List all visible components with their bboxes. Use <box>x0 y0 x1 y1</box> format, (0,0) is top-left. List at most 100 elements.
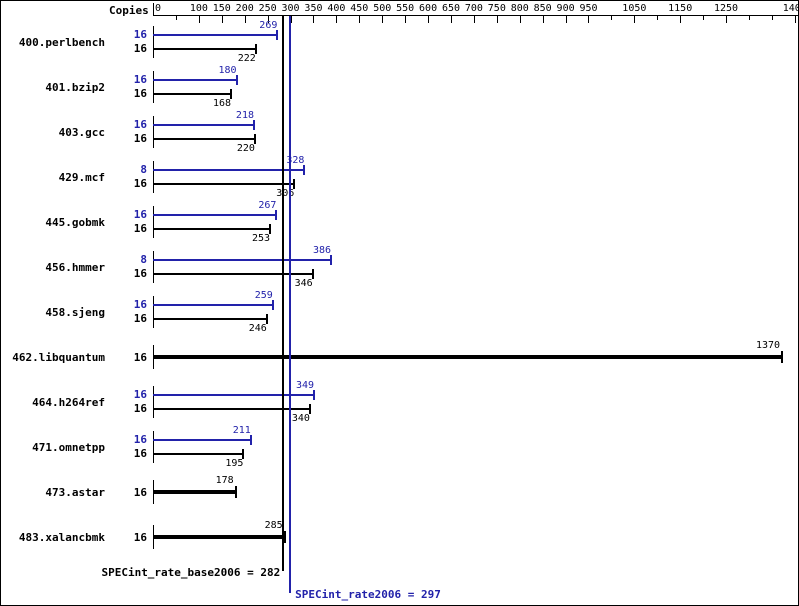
bar-merged <box>153 355 781 359</box>
axis-tick-label: 950 <box>579 3 598 14</box>
x-axis-line <box>153 15 798 16</box>
bar-peak-value-label: 328 <box>286 155 305 166</box>
bar-peak-value-label: 269 <box>259 20 278 31</box>
axis-tick-label: 100 <box>189 3 208 14</box>
bar-peak-value-label: 180 <box>218 65 237 76</box>
bar-merged <box>153 490 235 494</box>
bar-base <box>153 453 243 455</box>
copies-value-peak: 16 <box>133 298 147 311</box>
bar-base-value-label: 168 <box>213 98 232 109</box>
copies-value-base: 16 <box>133 447 147 460</box>
row-origin-tick <box>153 71 154 103</box>
bar-peak-value-label: 267 <box>258 200 277 211</box>
bar-peak-value-label: 211 <box>232 425 251 436</box>
axis-tick-mark <box>794 16 796 23</box>
bar-base <box>153 273 312 275</box>
bar-base <box>153 138 254 140</box>
bar-peak-cap <box>312 390 315 400</box>
row-origin-tick <box>153 206 154 238</box>
row-origin-tick <box>153 116 154 148</box>
reference-line-base <box>282 16 285 571</box>
bar-base-value-label: 246 <box>248 323 267 334</box>
bar-base-cap <box>253 134 256 144</box>
benchmark-name: 429.mcf <box>58 171 105 184</box>
bar-peak <box>153 439 250 441</box>
bar-peak-cap <box>303 165 306 175</box>
benchmark-name: 403.gcc <box>58 126 105 139</box>
bar-base <box>153 228 269 230</box>
bar-base-value-label: 195 <box>225 458 244 469</box>
axis-tick-label: 150 <box>212 3 231 14</box>
axis-tick-mark <box>221 16 223 23</box>
bar-value-label: 1370 <box>755 340 781 351</box>
copies-value-base: 16 <box>133 222 147 235</box>
bar-peak-cap <box>252 120 255 130</box>
copies-value-peak: 16 <box>133 73 147 86</box>
axis-tick-label: 500 <box>373 3 392 14</box>
axis-tick-mark <box>405 16 407 23</box>
copies-value-base: 16 <box>133 177 147 190</box>
axis-tick-mark <box>565 16 567 23</box>
axis-tick-mark <box>428 16 430 23</box>
axis-tick-label: 1050 <box>622 3 647 14</box>
axis-tick-mark <box>496 16 498 23</box>
copies-value-base: 16 <box>133 312 147 325</box>
axis-tick-mark <box>703 16 705 20</box>
bar-peak-cap <box>276 30 279 40</box>
axis-tick-label: 550 <box>396 3 415 14</box>
copies-value-peak: 16 <box>133 118 147 131</box>
row-origin-tick <box>153 431 154 463</box>
axis-tick-label: 750 <box>487 3 506 14</box>
bar-peak-value-label: 349 <box>295 380 315 391</box>
axis-tick-label: 900 <box>556 3 575 14</box>
bar-base-cap <box>308 404 311 414</box>
bar-peak <box>153 214 276 216</box>
bar-base-value-label: 346 <box>294 278 313 289</box>
axis-tick-mark <box>771 16 773 20</box>
benchmark-name: 456.hmmer <box>45 261 105 274</box>
bar-merged-cap <box>234 486 237 498</box>
axis-tick-mark <box>313 16 315 23</box>
axis-tick-label: 300 <box>281 3 300 14</box>
axis-tick-mark <box>611 16 613 20</box>
axis-tick-mark <box>657 16 659 20</box>
copies-value: 16 <box>133 351 147 364</box>
axis-tick-label: 1400 <box>782 3 798 14</box>
bar-base-value-label: 306 <box>276 188 295 199</box>
bar-peak <box>153 259 330 261</box>
copies-value-base: 16 <box>133 87 147 100</box>
reference-line-peak <box>289 16 292 593</box>
bar-peak <box>153 34 277 36</box>
bar-peak-cap <box>329 255 332 265</box>
axis-tick-mark <box>450 16 452 23</box>
benchmark-name: 483.xalancbmk <box>18 531 105 544</box>
axis-tick-label: 700 <box>464 3 483 14</box>
bar-base-cap <box>254 44 257 54</box>
bar-base-value-label: 222 <box>237 53 256 64</box>
copies-value: 16 <box>133 486 147 499</box>
bar-peak-cap <box>275 210 278 220</box>
copies-value-peak: 16 <box>133 28 147 41</box>
benchmark-name: 458.sjeng <box>45 306 105 319</box>
copies-value-base: 16 <box>133 42 147 55</box>
bar-peak <box>153 124 253 126</box>
bar-peak <box>153 304 272 306</box>
axis-tick-label: 400 <box>327 3 346 14</box>
bar-base-value-label: 220 <box>236 143 255 154</box>
axis-tick-mark <box>244 16 246 23</box>
axis-tick-mark <box>267 16 269 23</box>
copies-value-peak: 16 <box>133 433 147 446</box>
bar-base <box>153 48 255 50</box>
row-origin-tick <box>153 26 154 58</box>
benchmark-name: 473.astar <box>45 486 105 499</box>
bar-value-label: 285 <box>264 520 283 531</box>
bar-base-cap <box>230 89 232 99</box>
bar-base-value-label: 340 <box>291 413 310 424</box>
axis-tick-label: 1250 <box>713 3 739 14</box>
bar-peak-value-label: 218 <box>235 110 254 121</box>
copies-value-peak: 8 <box>140 253 147 266</box>
copies-value-base: 16 <box>133 402 147 415</box>
axis-tick-label: 0 <box>155 3 162 14</box>
axis-tick-mark <box>336 16 338 23</box>
